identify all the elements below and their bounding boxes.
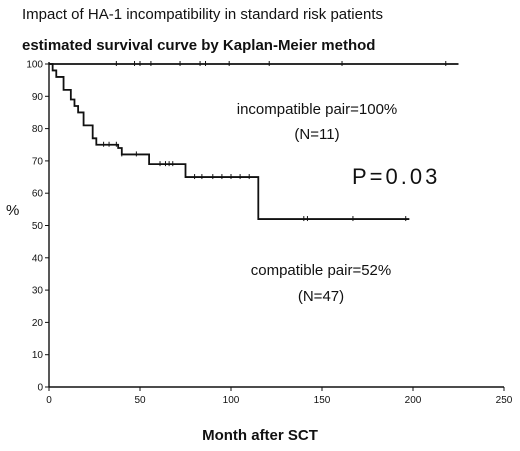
y-tick-label: 100	[26, 60, 43, 71]
incompatible-pair-label: incompatible pair=100%	[236, 101, 398, 118]
x-tick-label: 100	[223, 395, 240, 406]
x-axis-label: Month after SCT	[202, 427, 318, 444]
y-tick-label: 40	[32, 253, 44, 264]
chart-subtitle: estimated survival curve by Kaplan-Meier…	[22, 37, 376, 54]
y-tick-label: 70	[32, 156, 44, 167]
y-tick-label: 20	[32, 318, 44, 329]
compatible-pair-label: compatible pair=52%	[250, 262, 392, 279]
p-value: P=0.03	[352, 164, 441, 189]
y-tick-label: 10	[32, 350, 44, 361]
chart-title: Impact of HA-1 incompatibility in standa…	[22, 6, 383, 23]
y-tick-label: 50	[32, 221, 44, 232]
y-tick-label: 60	[32, 189, 44, 200]
y-tick-label: 80	[32, 124, 44, 135]
compatible-pair-n: (N=47)	[297, 288, 345, 305]
y-tick-label: 0	[37, 383, 43, 394]
x-tick-label: 0	[46, 395, 52, 406]
y-tick-label: 30	[32, 286, 44, 297]
x-tick-label: 150	[314, 395, 331, 406]
x-tick-label: 200	[405, 395, 422, 406]
y-axis-label: %	[6, 202, 20, 219]
x-tick-label: 250	[496, 395, 513, 406]
survival-curve-2	[49, 63, 410, 220]
x-tick-label: 50	[134, 395, 146, 406]
plot-axes: 0 10 20 30 40 50 60 70 80 90 100 0 50 100 150 200 250	[26, 60, 512, 407]
survival-curves	[49, 61, 459, 222]
y-tick-label: 90	[32, 92, 44, 103]
incompatible-pair-n: (N=11)	[294, 126, 340, 143]
